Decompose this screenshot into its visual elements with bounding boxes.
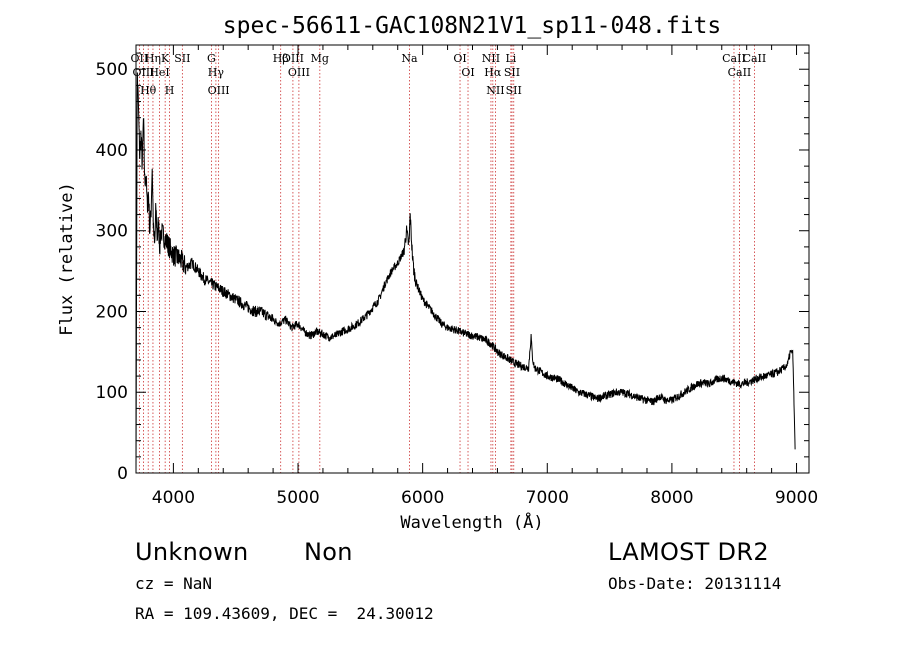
y-axis-label: Flux (relative) (57, 182, 77, 336)
survey-name: LAMOST DR2 (608, 538, 769, 566)
line-label: SII (506, 84, 522, 97)
line-label: HeI (149, 66, 169, 79)
spectral-line-markers (138, 45, 755, 473)
line-label: Hη (145, 52, 161, 65)
y-tick-label: 200 (96, 302, 128, 322)
x-tick-label: 5000 (276, 488, 319, 508)
line-label: OII (131, 52, 149, 65)
line-label: SII (504, 66, 520, 79)
x-axis-label: Wavelength (Å) (400, 511, 543, 533)
plot-frame (135, 44, 810, 474)
object-subclass: Non (304, 538, 353, 566)
spectrum-series-line (135, 72, 796, 474)
object-class: Unknown (135, 538, 249, 566)
line-label: Hγ (208, 66, 225, 79)
line-label: CaII (743, 52, 767, 65)
line-label: Mg (311, 52, 329, 65)
line-label: Hα (484, 66, 502, 79)
x-tick-label: 7000 (526, 488, 569, 508)
line-label: NII (482, 52, 500, 65)
line-label: Li (505, 52, 516, 65)
x-tick-label: 9000 (775, 488, 818, 508)
line-label: OIII (208, 84, 230, 97)
observation-date: Obs-Date: 20131114 (608, 574, 782, 593)
line-label: CaII (722, 52, 746, 65)
y-tick-label: 0 (117, 464, 128, 484)
y-tick-label: 300 (96, 222, 128, 242)
line-label: G (207, 52, 216, 65)
chart-title: spec-56611-GAC108N21V1_sp11-048.fits (223, 13, 722, 39)
x-tick-label: 8000 (650, 488, 693, 508)
x-tick-label: 4000 (152, 488, 195, 508)
line-label: OI (453, 52, 466, 65)
line-label: SII (174, 52, 190, 65)
y-tick-label: 100 (96, 383, 128, 403)
line-label: Hθ (140, 84, 157, 97)
redshift-cz: cz = NaN (135, 574, 213, 593)
y-tick-label: 500 (96, 60, 128, 80)
line-label: OIII (282, 52, 304, 65)
line-label: K (161, 52, 170, 65)
line-label: Na (401, 52, 418, 65)
line-label: H (165, 84, 175, 97)
line-label: OI (461, 66, 474, 79)
y-axis-ticks: 0 100 200 300 400 500 (96, 52, 809, 484)
line-label: OIII (288, 66, 310, 79)
line-label: Hβ (273, 52, 289, 65)
line-label: CaII (728, 66, 752, 79)
coordinates: RA = 109.43609, DEC = 24.30012 (135, 604, 434, 623)
x-axis-ticks: 4000 5000 6000 7000 8000 9000 (152, 45, 818, 508)
y-tick-label: 400 (96, 141, 128, 161)
line-label: NII (486, 84, 504, 97)
x-tick-label: 6000 (401, 488, 444, 508)
